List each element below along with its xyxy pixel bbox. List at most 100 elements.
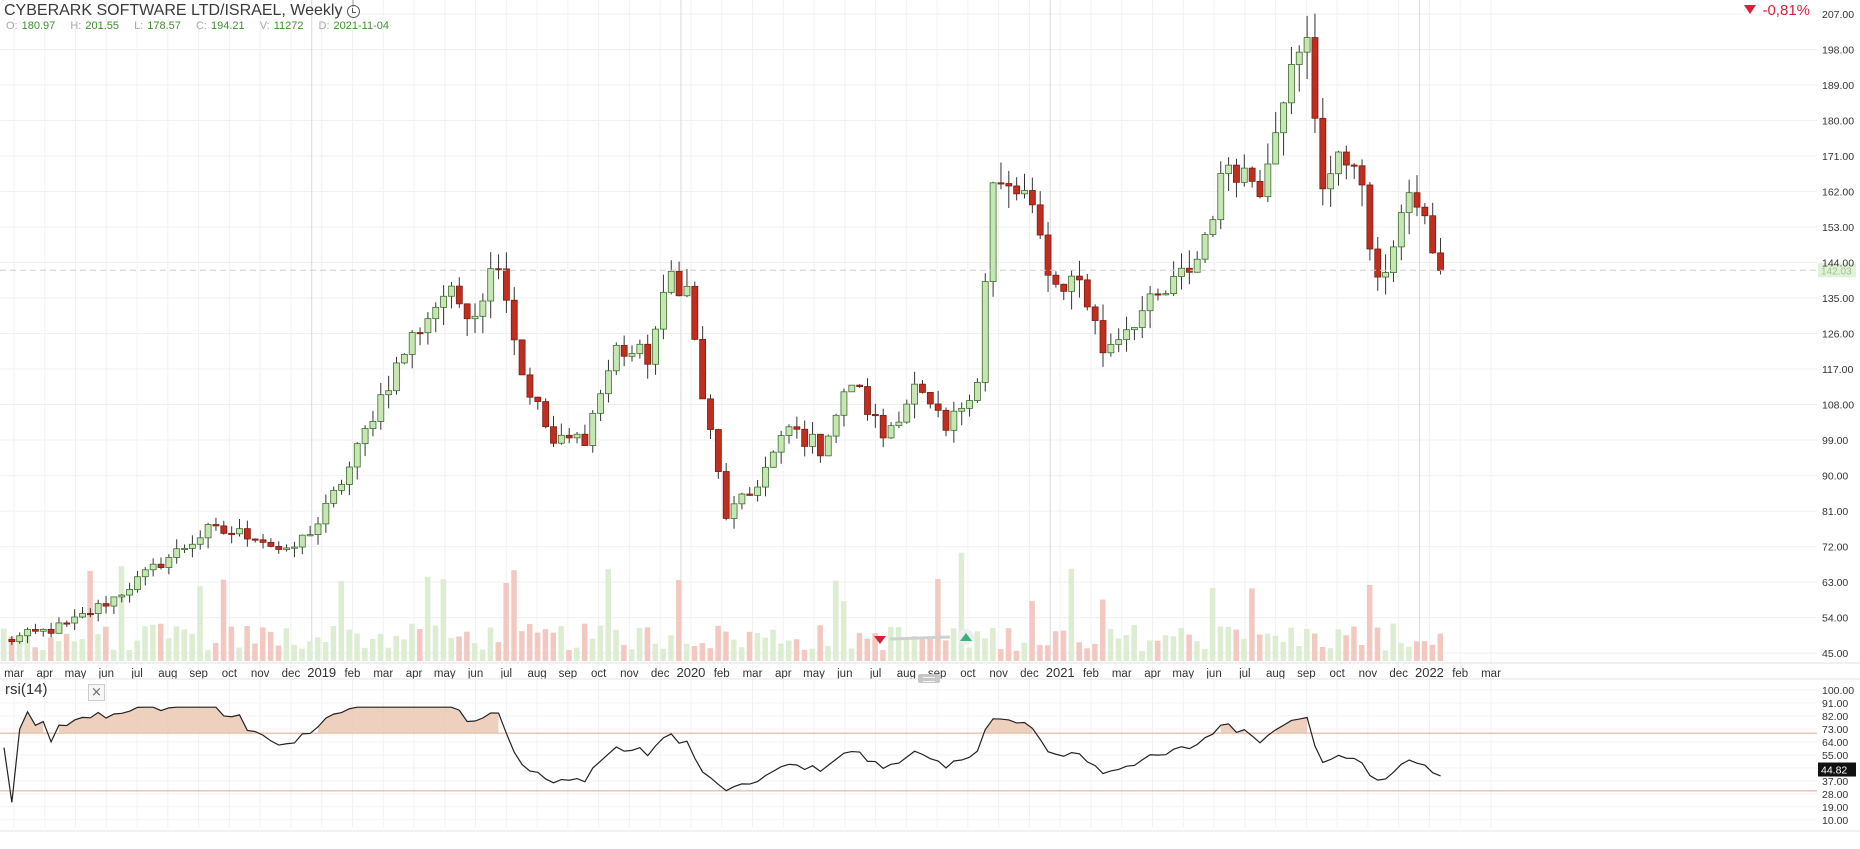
candle-body xyxy=(1272,132,1280,165)
volume-bar xyxy=(589,638,596,661)
volume-bar xyxy=(817,625,823,661)
volume-bar xyxy=(1343,635,1349,661)
volume-bar xyxy=(197,586,203,661)
candle-body xyxy=(1013,185,1021,195)
volume-bar xyxy=(966,647,973,661)
volume-bar xyxy=(1123,635,1130,661)
candle-body xyxy=(1342,151,1350,166)
price-tick-label: 72.00 xyxy=(1822,542,1848,554)
volume-bar xyxy=(770,629,776,661)
volume-bar xyxy=(448,637,454,661)
ohlc-readout: O: 180.97 H: 201.55 L: 178.57 C: 194.21 V: 11… xyxy=(6,20,401,32)
volume-bar xyxy=(1406,646,1412,661)
candle-body xyxy=(1303,37,1311,53)
candle-body xyxy=(259,539,267,543)
x-tick-label: dec xyxy=(651,668,670,680)
x-tick-label: jun xyxy=(467,668,483,680)
candle-body xyxy=(1083,279,1091,308)
candle-body xyxy=(1131,327,1138,331)
candle-body xyxy=(385,390,393,396)
candle-body xyxy=(589,412,597,446)
candle-body xyxy=(173,548,181,558)
current-price-tag xyxy=(1818,263,1856,278)
candle-body xyxy=(1107,343,1115,354)
volume-bar xyxy=(534,632,541,661)
x-tick-label: aug xyxy=(528,668,547,680)
candle-body xyxy=(597,393,604,414)
x-tick-label: aug xyxy=(158,668,177,680)
candle-body xyxy=(1233,164,1240,183)
volume-bar xyxy=(291,644,297,661)
rsi-tick-label: 37.00 xyxy=(1822,776,1848,788)
volume-bar xyxy=(1374,627,1381,661)
volume-bar xyxy=(605,569,611,661)
info-icon[interactable] xyxy=(347,4,361,18)
candle-body xyxy=(1225,164,1232,174)
volume-bar xyxy=(888,626,894,661)
candle-body xyxy=(16,635,24,643)
volume-bar xyxy=(542,629,549,661)
current-price-label: 142.03 xyxy=(1821,266,1852,277)
candle-body xyxy=(871,414,879,417)
x-tick-label: may xyxy=(65,668,87,680)
volume-bar xyxy=(935,579,941,661)
volume-bar xyxy=(1045,645,1051,661)
candle-body xyxy=(79,613,86,618)
volume-bar xyxy=(158,623,164,661)
candle-body xyxy=(809,433,816,447)
volume-bar xyxy=(346,629,352,661)
volume-bar xyxy=(746,631,753,661)
candle-body xyxy=(306,534,314,537)
volume-bar xyxy=(1359,644,1365,661)
volume-bar xyxy=(1084,648,1090,661)
candle-body xyxy=(424,318,432,334)
candle-body xyxy=(291,546,298,549)
ohlc-value-high: 201.55 xyxy=(85,20,119,32)
candle-body xyxy=(950,410,958,431)
volume-bar xyxy=(840,601,847,661)
volume-bar xyxy=(173,626,180,661)
rsi-current-tag xyxy=(1818,762,1856,777)
volume-bar xyxy=(40,650,46,661)
volume-bar xyxy=(362,647,368,661)
x-tick-label: oct xyxy=(960,668,976,680)
candle-body xyxy=(824,435,832,457)
volume-bar xyxy=(1351,626,1357,661)
volume-bar xyxy=(1076,642,1082,661)
x-tick-label: dec xyxy=(1020,668,1039,680)
candle-body xyxy=(926,392,934,405)
candle-body xyxy=(196,537,204,545)
volume-bar xyxy=(833,580,839,661)
volume-bar xyxy=(895,627,902,661)
volume-bar xyxy=(315,637,321,661)
candle-body xyxy=(550,426,557,444)
price-tick-label: 45.00 xyxy=(1822,648,1848,660)
candle-body xyxy=(487,268,495,302)
candle-body xyxy=(911,383,918,405)
volume-bar xyxy=(1280,642,1287,661)
candle-body xyxy=(1327,173,1335,190)
candle-body xyxy=(1076,275,1083,281)
candle-body xyxy=(134,576,141,590)
volume-bar xyxy=(142,626,148,661)
volume-bar xyxy=(1029,601,1035,661)
candle-body xyxy=(1358,165,1366,186)
candle-body xyxy=(542,401,550,428)
candle-body xyxy=(581,433,589,446)
candle-body xyxy=(1068,275,1075,292)
rsi-close-button[interactable]: × xyxy=(88,684,105,701)
candle-body xyxy=(1319,117,1327,190)
candle-body xyxy=(707,398,714,430)
candle-body xyxy=(448,285,455,297)
rsi-tick-label: 10.00 xyxy=(1822,815,1848,827)
pane-resize-handle[interactable] xyxy=(918,674,940,683)
price-tick-label: 63.00 xyxy=(1822,577,1848,589)
rsi-tick-label: 19.00 xyxy=(1822,802,1848,814)
rsi-tick-label: 91.00 xyxy=(1822,698,1848,710)
candle-body xyxy=(55,622,63,634)
candle-body xyxy=(942,409,950,431)
x-tick-label: aug xyxy=(1266,668,1285,680)
volume-bar xyxy=(731,639,737,661)
x-tick-label: jun xyxy=(98,668,114,680)
